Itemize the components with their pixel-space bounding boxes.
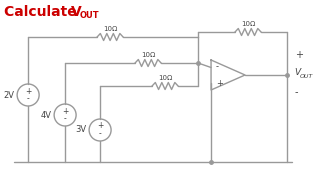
Text: +: + (216, 79, 223, 88)
Text: +: + (295, 50, 303, 60)
Text: -: - (99, 129, 101, 138)
Text: +: + (25, 87, 31, 96)
Text: Calculate: Calculate (4, 5, 82, 19)
Text: 10Ω: 10Ω (141, 51, 155, 57)
Text: OUT: OUT (80, 10, 100, 19)
Text: 2V: 2V (3, 91, 14, 100)
Text: -: - (27, 94, 29, 103)
Text: 10Ω: 10Ω (158, 75, 172, 80)
Text: 4V: 4V (40, 111, 51, 120)
Text: 10Ω: 10Ω (103, 26, 117, 32)
Text: -: - (216, 62, 219, 71)
Text: -: - (295, 87, 299, 97)
Text: OUT: OUT (300, 73, 313, 78)
Text: V: V (71, 5, 82, 19)
Text: 10Ω: 10Ω (241, 21, 255, 26)
Text: -: - (64, 114, 67, 123)
Text: +: + (62, 107, 68, 116)
Text: 3V: 3V (75, 125, 86, 134)
Text: V: V (294, 68, 300, 76)
Text: +: + (97, 122, 103, 130)
